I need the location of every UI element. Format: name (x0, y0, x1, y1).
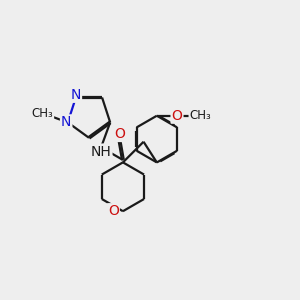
Text: CH₃: CH₃ (32, 107, 53, 120)
Text: O: O (115, 127, 125, 141)
Text: N: N (71, 88, 81, 102)
Text: CH₃: CH₃ (190, 109, 211, 122)
Text: N: N (61, 116, 71, 129)
Text: NH: NH (91, 145, 112, 159)
Text: O: O (108, 204, 119, 218)
Text: O: O (172, 109, 182, 123)
